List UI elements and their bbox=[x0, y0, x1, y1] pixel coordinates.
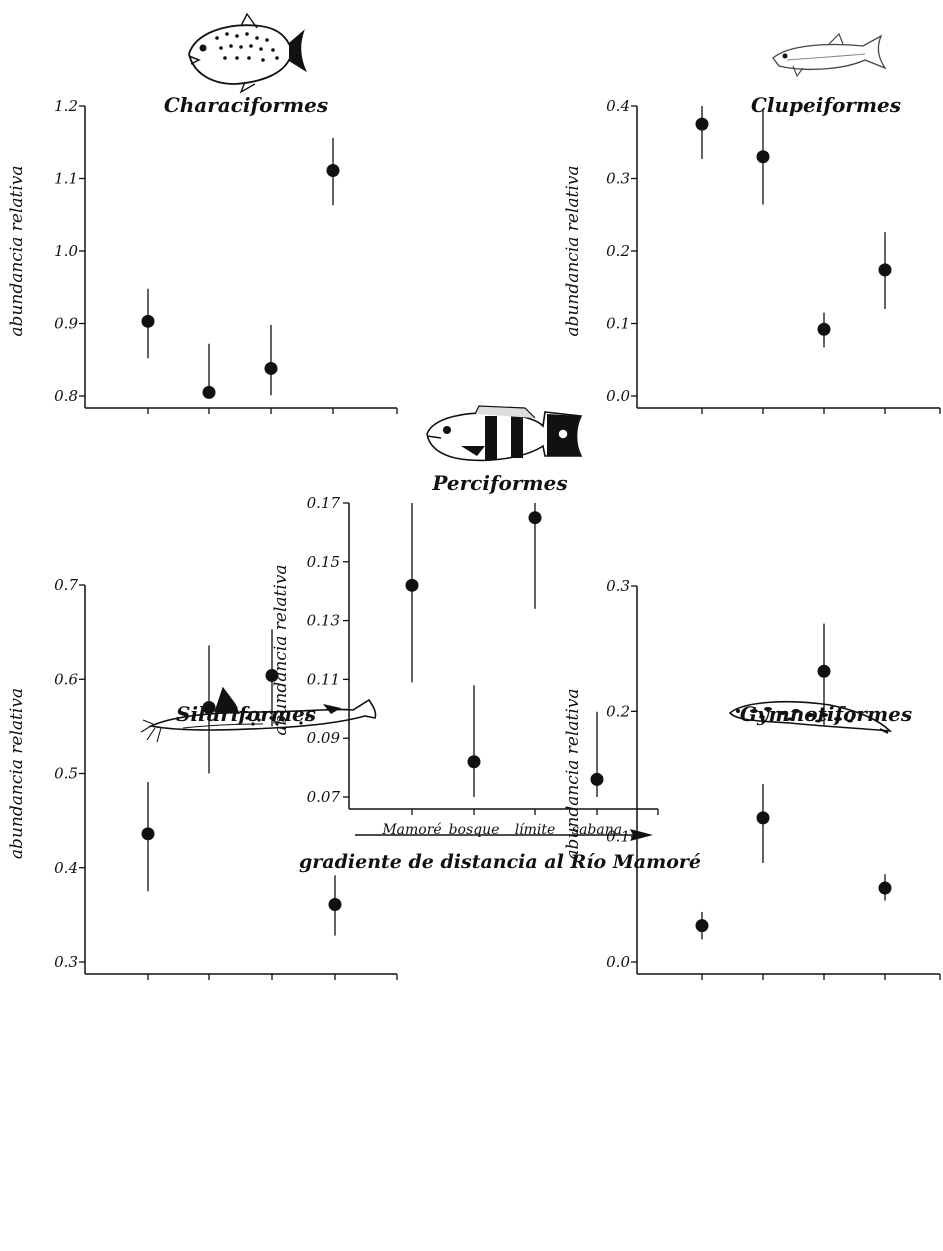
y-tick-label: 1.0 bbox=[54, 242, 78, 260]
y-tick-label: 0.2 bbox=[606, 242, 630, 260]
y-axis-label: abundancia relativa bbox=[563, 688, 583, 859]
data-point bbox=[590, 772, 604, 786]
y-tick-label: 0.4 bbox=[606, 97, 630, 115]
panel-characiformes: 0.8 0.9 1.0 1.1 1.2 abundancia relativa Charac… bbox=[7, 93, 398, 414]
y-tick-label: 0.0 bbox=[606, 387, 630, 405]
data-point bbox=[141, 314, 155, 328]
panel-title: Perciformes bbox=[431, 471, 567, 495]
data-point bbox=[817, 322, 831, 336]
y-axis-label: abundancia relativa bbox=[7, 165, 27, 336]
y-tick-label: 0.13 bbox=[307, 612, 340, 630]
data-point bbox=[878, 263, 892, 277]
panel-title: Siluriformes bbox=[176, 702, 316, 726]
y-axis-label: abundancia relativa bbox=[7, 688, 27, 859]
panel-title: Characiformes bbox=[164, 93, 328, 117]
y-tick-label: 1.1 bbox=[54, 170, 78, 188]
y-tick-label: 0.17 bbox=[307, 494, 341, 512]
gradient-label: gradiente de distancia al Río Mamoré bbox=[299, 851, 701, 873]
y-tick-label: 0.3 bbox=[606, 170, 630, 188]
y-tick-label: 0.5 bbox=[54, 765, 78, 783]
y-tick-label: 1.2 bbox=[54, 97, 78, 115]
cichlid-fish-icon bbox=[426, 405, 583, 462]
y-tick-label: 0.8 bbox=[54, 387, 78, 405]
data-point bbox=[265, 668, 279, 682]
y-tick-label: 0.0 bbox=[606, 953, 630, 971]
y-tick-label: 0.1 bbox=[606, 828, 630, 846]
y-tick-label: 0.15 bbox=[307, 553, 340, 571]
data-point bbox=[756, 811, 770, 825]
gradient-arrow bbox=[355, 829, 653, 841]
y-tick-label: 0.3 bbox=[606, 577, 630, 595]
data-point bbox=[202, 701, 216, 715]
y-tick-label: 0.1 bbox=[606, 315, 630, 333]
y-axis-label: abundancia relativa bbox=[271, 564, 291, 735]
panel-siluriformes: 0.3 0.4 0.5 0.6 0.7 abundancia relativa Siluri… bbox=[7, 576, 398, 980]
x-category-label: bosque bbox=[449, 822, 500, 838]
y-tick-label: 0.09 bbox=[307, 729, 341, 747]
data-point bbox=[528, 511, 542, 525]
herring-fish-icon bbox=[772, 32, 887, 78]
data-point bbox=[878, 881, 892, 895]
data-point bbox=[264, 361, 278, 375]
y-axis-label: abundancia relativa bbox=[563, 165, 583, 336]
data-point bbox=[328, 898, 342, 912]
data-point bbox=[467, 755, 481, 769]
data-point bbox=[756, 150, 770, 164]
data-point bbox=[326, 164, 340, 178]
knifefish-icon bbox=[728, 700, 893, 734]
y-tick-label: 0.7 bbox=[54, 576, 78, 594]
data-point bbox=[695, 117, 709, 131]
y-tick-label: 0.2 bbox=[606, 702, 630, 720]
panel-title: Clupeiformes bbox=[751, 93, 901, 117]
y-tick-label: 0.07 bbox=[307, 788, 341, 806]
data-point bbox=[817, 664, 831, 678]
data-point bbox=[202, 385, 216, 399]
panel-gymnotiformes: 0.0 0.1 0.2 0.3 abundancia relativa Gymnotifo… bbox=[563, 577, 941, 980]
catfish-icon bbox=[140, 686, 377, 743]
panel-clupeiformes: 0.0 0.1 0.2 0.3 0.4 abundancia relativa Clupei… bbox=[563, 93, 941, 414]
y-tick-label: 0.9 bbox=[54, 315, 78, 333]
y-tick-label: 0.11 bbox=[307, 670, 340, 688]
x-category-label: Mamoré bbox=[381, 822, 441, 838]
y-tick-label: 0.4 bbox=[54, 859, 78, 877]
piranha-fish-icon bbox=[188, 12, 307, 94]
y-tick-label: 0.6 bbox=[54, 670, 78, 688]
panel-perciformes: 0.07 0.09 0.11 0.13 0.15 0.17 Mamoré bosque lími… bbox=[271, 471, 659, 838]
panel-title: Gymnotiformes bbox=[740, 702, 912, 726]
y-tick-label: 0.3 bbox=[54, 953, 78, 971]
data-point bbox=[405, 578, 419, 592]
x-category-label: sabana bbox=[572, 822, 622, 838]
data-point bbox=[141, 827, 155, 841]
x-category-label: límite bbox=[515, 822, 556, 838]
data-point bbox=[695, 919, 709, 933]
